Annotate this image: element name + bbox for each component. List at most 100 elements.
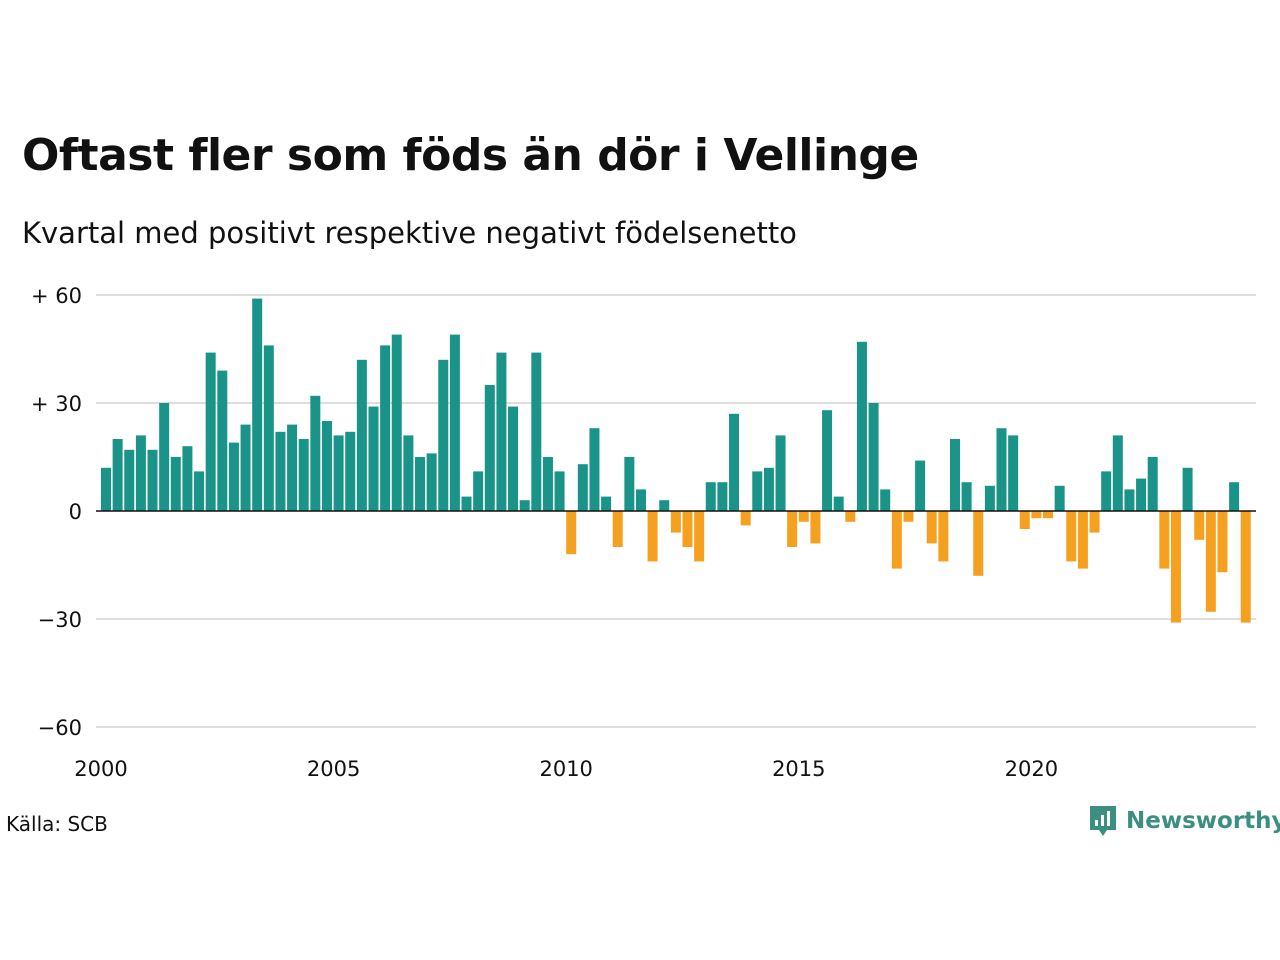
- bar: [938, 511, 949, 562]
- x-tick-label: 2020: [1005, 757, 1058, 781]
- bar: [566, 511, 577, 555]
- bar: [601, 496, 612, 511]
- x-tick-label: 2005: [307, 757, 360, 781]
- bar: [1112, 435, 1123, 511]
- bar: [903, 511, 914, 522]
- bar: [589, 428, 600, 511]
- bar: [310, 395, 321, 511]
- bar: [170, 457, 181, 511]
- bar: [1159, 511, 1170, 569]
- bar: [380, 345, 391, 511]
- bar: [508, 406, 519, 511]
- bar: [1182, 467, 1193, 511]
- bar: [368, 406, 379, 511]
- bar: [659, 500, 670, 511]
- bar: [473, 471, 484, 511]
- bar: [612, 511, 623, 547]
- bar: [321, 421, 332, 511]
- bar: [194, 471, 205, 511]
- bar: [484, 385, 495, 511]
- bar: [1229, 482, 1240, 511]
- brand-name: Newsworthy: [1126, 808, 1280, 834]
- bar: [1008, 435, 1019, 511]
- y-tick-label: 0: [69, 500, 82, 524]
- bar: [287, 424, 298, 511]
- bar: [1101, 471, 1112, 511]
- bar: [415, 457, 426, 511]
- bar: [1205, 511, 1216, 612]
- bar: [275, 431, 286, 511]
- bar: [531, 352, 542, 511]
- bar: [833, 496, 844, 511]
- bar: [740, 511, 751, 526]
- bar: [1031, 511, 1042, 519]
- bar: [961, 482, 972, 511]
- bar: [159, 403, 170, 511]
- bar: [763, 467, 774, 511]
- bar: [333, 435, 344, 511]
- bar: [798, 511, 809, 522]
- bar: [345, 431, 356, 511]
- bar: [682, 511, 693, 547]
- bar: [240, 424, 251, 511]
- bar: [391, 334, 402, 511]
- bar: [647, 511, 658, 562]
- bar: [1194, 511, 1205, 540]
- bar: [263, 345, 274, 511]
- bar: [461, 496, 472, 511]
- bar-chart: + 60 + 30 0 −30 −60 2000 2005 2010 2015 2020: [31, 284, 1256, 781]
- bar: [496, 352, 507, 511]
- bar: [182, 446, 193, 511]
- bar: [112, 439, 123, 511]
- bar: [519, 500, 530, 511]
- bar: [856, 341, 867, 511]
- bar: [449, 334, 460, 511]
- bar: [752, 471, 763, 511]
- bar: [670, 511, 681, 533]
- bar: [891, 511, 902, 569]
- chart-subtitle: Kvartal med positivt respektive negativt…: [22, 216, 797, 250]
- bar: [787, 511, 798, 547]
- bar: [705, 482, 716, 511]
- bar: [403, 435, 414, 511]
- bar: [124, 449, 135, 511]
- bar: [984, 485, 995, 511]
- bar: [1043, 511, 1054, 519]
- bar: [915, 460, 926, 511]
- bar: [298, 439, 309, 511]
- bars: [96, 298, 1256, 623]
- source-note: Källa: SCB: [6, 812, 108, 836]
- bar: [973, 511, 984, 576]
- y-tick-label: −30: [38, 608, 82, 632]
- bar: [868, 403, 879, 511]
- x-tick-label: 2010: [539, 757, 592, 781]
- bar: [624, 457, 635, 511]
- bar: [694, 511, 705, 562]
- bar: [147, 449, 158, 511]
- y-tick-label: + 60: [31, 284, 82, 308]
- bar: [356, 359, 367, 511]
- x-tick-label: 2000: [74, 757, 127, 781]
- bar: [822, 410, 833, 511]
- bar: [880, 489, 891, 511]
- bar: [1124, 489, 1135, 511]
- bar: [205, 352, 216, 511]
- y-tick-label: −60: [38, 716, 82, 740]
- bar: [845, 511, 856, 522]
- bar: [775, 435, 786, 511]
- bar: [101, 467, 111, 511]
- bar: [426, 453, 437, 511]
- bar: [1054, 485, 1065, 511]
- x-tick-label: 2015: [772, 757, 825, 781]
- bar: [1136, 478, 1147, 511]
- bar: [1077, 511, 1088, 569]
- bar: [542, 457, 553, 511]
- bar: [729, 413, 740, 511]
- bar: [926, 511, 937, 544]
- brand-logo[interactable]: Newsworthy: [1088, 803, 1280, 839]
- chart-title: Oftast fler som föds än dör i Vellinge: [22, 130, 919, 181]
- gridlines: [96, 294, 1256, 728]
- y-tick-label: + 30: [31, 392, 82, 416]
- bar: [577, 464, 588, 511]
- bar: [554, 471, 565, 511]
